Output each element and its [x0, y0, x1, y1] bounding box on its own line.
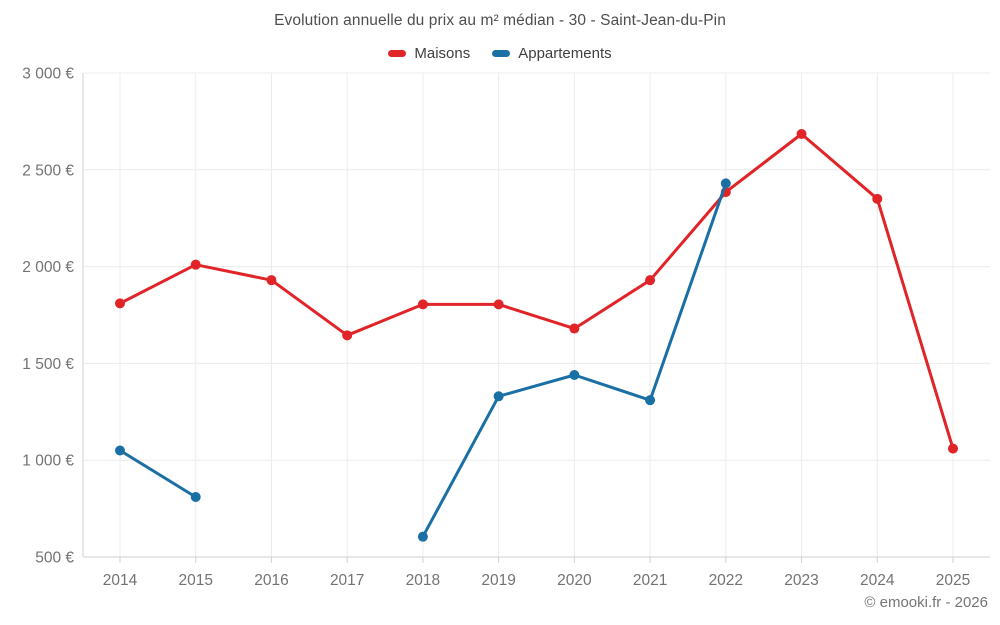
data-point-appartements-2020: [569, 370, 580, 381]
y-axis-label: 2 000 €: [22, 259, 74, 276]
x-axis-label: 2015: [178, 572, 212, 589]
data-point-maisons-2018: [417, 299, 428, 310]
data-point-maisons-2024: [872, 193, 883, 204]
x-axis-label: 2022: [709, 572, 743, 589]
legend-swatch-maisons: [388, 50, 407, 57]
legend-label: Appartements: [518, 45, 612, 62]
copyright-footer: © emooki.fr - 2026: [864, 594, 988, 611]
x-axis-label: 2025: [936, 572, 970, 589]
data-point-maisons-2014: [115, 298, 125, 309]
legend-item-maisons[interactable]: Maisons: [388, 45, 470, 62]
data-point-maisons-2020: [569, 323, 580, 334]
data-point-maisons-2016: [266, 275, 277, 286]
data-point-appartements-2014: [115, 445, 125, 456]
chart-title: Evolution annuelle du prix au m² médian …: [274, 12, 726, 29]
x-axis-label: 2024: [860, 572, 895, 589]
x-axis-label: 2023: [784, 572, 818, 589]
x-axis-label: 2019: [481, 572, 515, 589]
x-axis-label: 2016: [254, 572, 288, 589]
y-axis-label: 1 500 €: [22, 356, 74, 373]
x-axis-label: 2017: [330, 572, 364, 589]
data-point-maisons-2025: [948, 443, 958, 454]
data-point-appartements-2021: [645, 395, 656, 406]
data-point-maisons-2019: [493, 299, 504, 310]
chart-legend: Maisons Appartements: [0, 45, 1000, 62]
legend-swatch-appartements: [492, 50, 511, 57]
data-point-appartements-2022: [720, 178, 731, 189]
y-axis-label: 3 000 €: [22, 66, 74, 83]
x-axis-label: 2018: [406, 572, 440, 589]
x-axis-label: 2021: [633, 572, 667, 589]
data-point-maisons-2023: [796, 128, 807, 139]
legend-item-appartements[interactable]: Appartements: [492, 45, 612, 62]
y-axis-label: 1 000 €: [22, 453, 74, 470]
data-point-appartements-2019: [493, 391, 504, 402]
data-point-maisons-2017: [342, 330, 353, 341]
x-axis-label: 2020: [557, 572, 592, 589]
legend-label: Maisons: [414, 45, 471, 62]
x-axis-label: 2014: [103, 572, 138, 589]
y-axis-label: 500 €: [35, 550, 74, 567]
data-point-appartements-2018: [417, 531, 428, 542]
y-axis-label: 2 500 €: [22, 162, 74, 179]
data-point-appartements-2015: [190, 491, 201, 502]
data-point-maisons-2021: [645, 275, 656, 286]
data-point-maisons-2015: [190, 259, 201, 270]
series-line-maisons: [118, 132, 955, 451]
